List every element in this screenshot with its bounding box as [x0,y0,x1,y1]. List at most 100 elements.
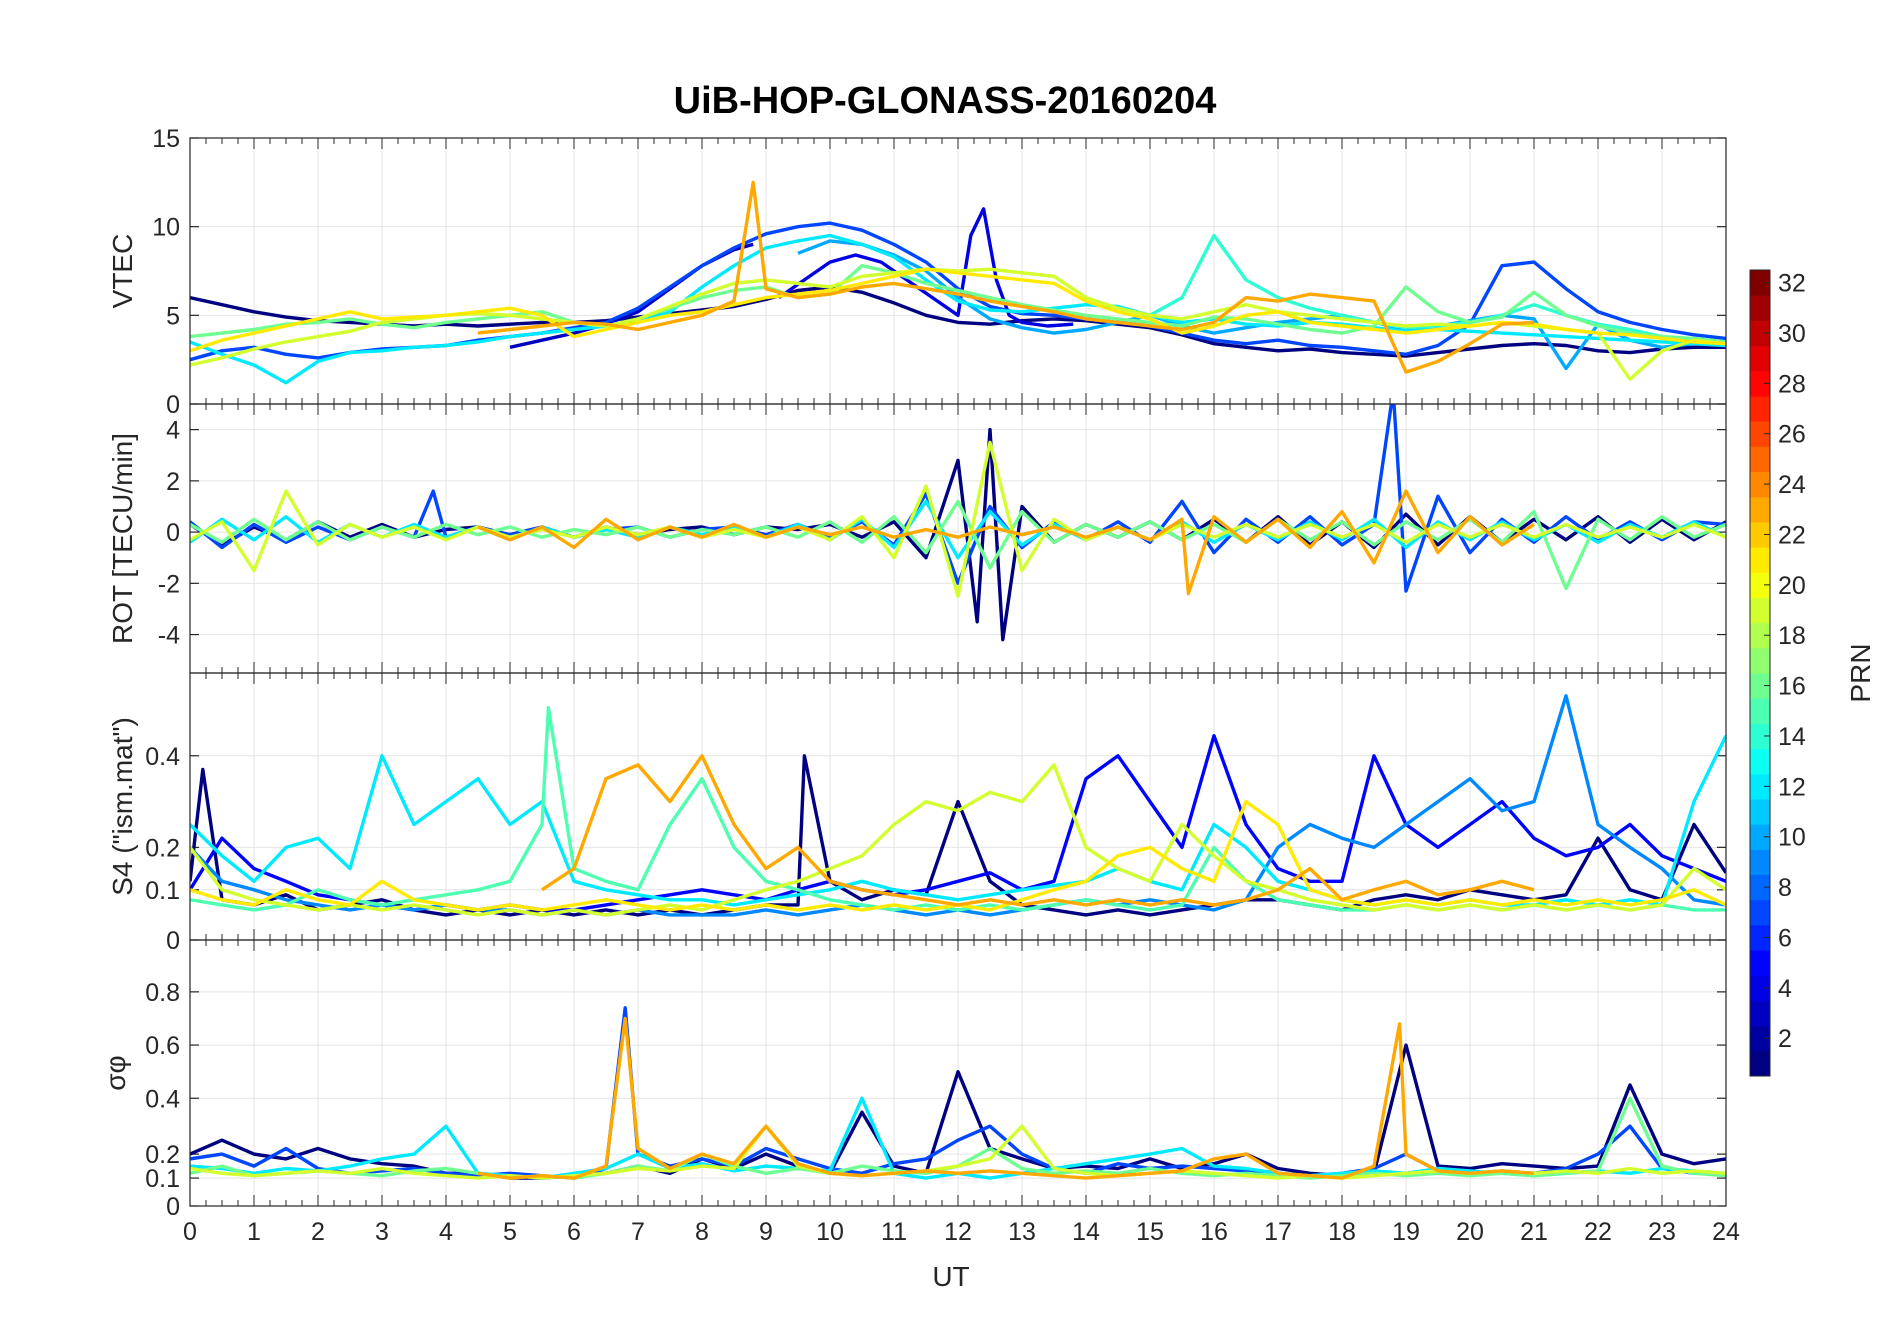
colorbar-segment [1750,421,1770,447]
x-minor-ticks [189,138,1727,404]
y-tick-label: -4 [158,622,180,650]
series-group [190,694,1726,917]
series-group [190,1006,1726,1180]
y-tick-label: 0.1 [145,1165,180,1193]
panel-rot: -4 -2 0 2 4 ROT [TECU/min] [107,403,1727,674]
panel-sigma_phi: 00.10.2 0.4 0.6 0.8 σφ [100,939,1727,1221]
x-tick-label: 23 [1648,1218,1676,1246]
x-tick-label: 3 [375,1218,389,1246]
colorbar-segment [1750,295,1770,321]
grid-x [189,940,1727,1206]
series-line-prn-16 [190,499,1726,591]
colorbar-segment [1750,270,1770,296]
colorbar-segment [1750,471,1770,498]
colorbar-segment [1750,647,1770,674]
y-tick-label: 0.1 [145,877,180,905]
colorbar-segment [1750,521,1770,548]
colorbar-segment [1750,1050,1770,1077]
series-line-prn-23 [477,489,1535,596]
colorbar-label: PRN [1845,643,1876,702]
colorbar-segment [1750,1000,1770,1027]
x-tick-label: 16 [1200,1218,1228,1246]
x-tick-label: 15 [1136,1218,1164,1246]
series-line-prn-23 [477,1016,1535,1180]
x-tick-label: 12 [944,1218,972,1246]
x-tick-label: 7 [631,1218,645,1246]
y-tick-label: 0.8 [145,979,180,1007]
x-axis: 0 1 2 3 4 5 6 7 8 9 10 11 12 13 14 15 16 17 18 19 20 21 22 23 24 [183,1218,1740,1246]
colorbar-segment [1750,924,1770,951]
colorbar-segment [1750,698,1770,724]
colorbar-tick-label: 4 [1778,975,1792,1003]
colorbar-segment [1750,345,1770,372]
colorbar-tick-label: 14 [1778,723,1806,751]
colorbar-segment [1750,370,1770,397]
colorbar-segment [1750,395,1770,422]
colorbar-segment [1750,748,1770,775]
y-tick-label: 0.4 [145,1085,180,1113]
y-tick-label: 10 [152,214,180,242]
x-minor-ticks [189,673,1727,940]
x-tick-label: 14 [1072,1218,1100,1246]
colorbar-tick-label: 10 [1778,824,1806,852]
x-tick-label: 21 [1520,1218,1548,1246]
x-tick-label: 17 [1264,1218,1292,1246]
series-line-prn-21 [190,267,1726,353]
series-line-prn-16 [190,264,1726,344]
x-tick-label: 2 [311,1218,325,1246]
x-tick-label: 24 [1712,1218,1740,1246]
colorbar-segment [1750,874,1770,901]
y-tick-label: 0.2 [145,1141,180,1169]
series-line-prn-19 [190,440,1726,598]
x-tick-label: 8 [695,1218,709,1246]
colorbar-tick-label: 26 [1778,421,1806,449]
colorbar-segment [1750,547,1770,573]
colorbar-segment [1750,723,1770,750]
series-line-prn-14 [1149,233,1726,344]
x-tick-label: 18 [1328,1218,1356,1246]
y-tick-label: 2 [166,468,180,496]
colorbar-segment [1750,673,1770,699]
x-tick-label: 13 [1008,1218,1036,1246]
x-tick-label: 9 [759,1218,773,1246]
chart-title: UiB-HOP-GLONASS-20160204 [674,80,1217,122]
series-line-prn-1 [190,285,1726,358]
y-tick-label: 0.2 [145,834,180,862]
x-tick-label: 20 [1456,1218,1484,1246]
x-axis-label: UT [932,1261,969,1292]
colorbar-tick-label: 2 [1778,1025,1792,1053]
panel-frame [189,939,1727,1207]
y-tick-label: 15 [152,125,180,153]
x-minor-ticks [189,404,1727,673]
colorbar-segment [1750,446,1770,472]
series-line-prn-12 [190,233,1726,385]
y-tick-label: 0 [166,1193,180,1221]
colorbar-segment [1750,824,1770,850]
panel-vtec: 0 5 10 15 VTEC [107,125,1727,419]
panel-s4: 0 0.1 0.2 0.4S4 ("ism.mat") [107,672,1727,955]
y-axis-label: ROT [TECU/min] [107,433,138,644]
colorbar-tick-label: 32 [1778,270,1806,298]
colorbar-tick-label: 12 [1778,773,1806,801]
colorbar-tick-label: 30 [1778,320,1806,348]
y-tick-label: -2 [158,570,180,598]
y-axis-label: σφ [100,1055,131,1090]
colorbar-tick-label: 20 [1778,572,1806,600]
x-tick-label: 4 [439,1218,453,1246]
colorbar-tick-label: 22 [1778,521,1806,549]
y-axis-rot: -4 -2 0 2 4 [158,417,1726,650]
x-tick-label: 11 [881,1218,907,1246]
series-line-prn-12 [190,499,1726,560]
y-tick-label: 0.4 [145,743,180,771]
colorbar-tick-label: 24 [1778,471,1806,499]
series-line-prn-23 [477,180,1535,374]
series-group [190,404,1726,642]
colorbar-tick-label: 18 [1778,622,1806,650]
x-tick-label: 1 [247,1218,261,1246]
colorbar-segment [1750,320,1770,347]
y-axis-label: S4 ("ism.mat") [107,717,138,896]
y-tick-label: 5 [166,302,180,330]
x-minor-ticks [189,940,1727,1206]
